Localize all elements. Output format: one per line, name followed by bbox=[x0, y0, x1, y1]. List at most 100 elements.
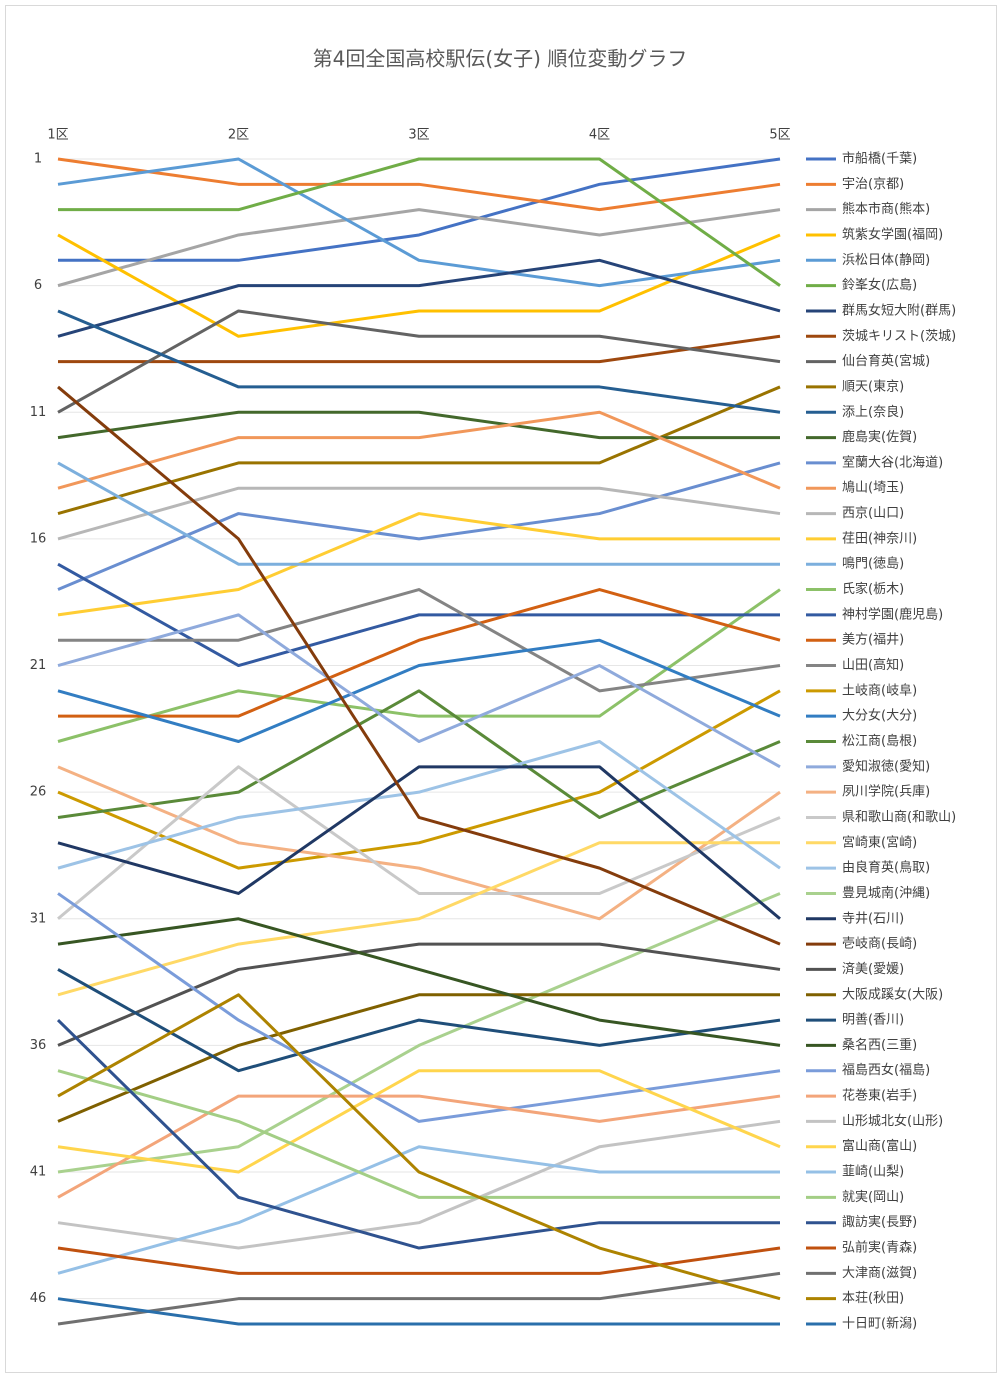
legend-label: 花巻東(岩手) bbox=[842, 1088, 917, 1104]
series-line bbox=[57, 689, 781, 819]
series-line bbox=[57, 385, 781, 946]
x-tick-label: 4区 bbox=[589, 128, 610, 143]
y-tick-label: 11 bbox=[30, 405, 47, 420]
y-tick-label: 16 bbox=[30, 531, 47, 546]
x-tick-label: 5区 bbox=[769, 128, 790, 143]
legend-label: 土岐商(岐阜) bbox=[842, 682, 917, 698]
x-tick-label: 2区 bbox=[228, 128, 249, 143]
legend-label: 夙川学院(兵庫) bbox=[842, 784, 930, 800]
series-line bbox=[57, 588, 781, 743]
x-tick-label: 3区 bbox=[408, 128, 429, 143]
y-tick-label: 46 bbox=[30, 1291, 47, 1306]
legend-label: 寺井(石川) bbox=[842, 911, 904, 926]
y-tick-label: 41 bbox=[30, 1165, 47, 1180]
legend-label: 由良育英(鳥取) bbox=[842, 860, 930, 876]
legend-label: 県和歌山商(和歌山) bbox=[842, 810, 956, 825]
legend-label: 山田(高知) bbox=[842, 657, 904, 673]
legend-label: 鈴峯女(広島) bbox=[842, 277, 917, 293]
legend-label: 鹿島実(佐賀) bbox=[842, 429, 917, 445]
series-line bbox=[57, 968, 781, 1073]
legend-label: 筑紫女学園(福岡) bbox=[842, 226, 943, 242]
legend-label: 弘前実(青森) bbox=[842, 1240, 917, 1256]
legend-label: 大分女(大分) bbox=[842, 708, 917, 724]
y-tick-label: 6 bbox=[34, 278, 42, 293]
legend-label: 仙台育英(宮城) bbox=[842, 353, 930, 369]
x-tick-label: 1区 bbox=[47, 128, 68, 143]
series-line bbox=[57, 309, 781, 414]
series-line bbox=[57, 613, 781, 769]
legend-label: 済美(愛媛) bbox=[842, 961, 904, 977]
legend-label: 順天(東京) bbox=[842, 378, 904, 394]
series-line bbox=[57, 258, 781, 338]
legend-label: 富山商(富山) bbox=[842, 1138, 917, 1154]
series-line bbox=[57, 917, 781, 1047]
legend-label: 愛知淑徳(愛知) bbox=[842, 758, 930, 774]
legend-label: 宇治(京都) bbox=[842, 177, 904, 192]
series-line bbox=[57, 512, 780, 617]
series-line bbox=[57, 993, 781, 1301]
legend-label: 福島西女(福島) bbox=[842, 1062, 930, 1078]
series-line bbox=[57, 486, 781, 541]
legend-label: 松江商(島根) bbox=[842, 734, 917, 749]
legend-label: 氏家(栃木) bbox=[842, 581, 904, 597]
series-line bbox=[57, 1069, 781, 1174]
legend-label: 熊本市商(熊本) bbox=[842, 201, 930, 217]
legend-label: 浜松日体(静岡) bbox=[842, 253, 930, 268]
legend-label: 神村学園(鹿児島) bbox=[842, 606, 943, 622]
y-tick-label: 1 bbox=[34, 152, 42, 167]
legend-label: 茨城キリスト(茨城) bbox=[842, 329, 956, 344]
series-line bbox=[58, 157, 781, 262]
series-line bbox=[57, 638, 781, 743]
legend-label: 市船橋(千葉) bbox=[842, 151, 917, 167]
series-line bbox=[58, 588, 781, 693]
chart-border bbox=[5, 5, 997, 1373]
series-line bbox=[58, 157, 781, 287]
y-tick-label: 31 bbox=[30, 911, 47, 926]
series-line bbox=[57, 208, 781, 288]
legend-label: 宮崎東(宮崎) bbox=[842, 834, 917, 850]
series-line bbox=[57, 410, 781, 490]
legend-label: 就実(岡山) bbox=[842, 1189, 904, 1205]
legend-label: 鳴門(徳島) bbox=[842, 557, 904, 572]
series-line bbox=[57, 892, 781, 1123]
series-line bbox=[56, 1019, 780, 1250]
series-line bbox=[57, 765, 781, 920]
series-line bbox=[57, 892, 781, 1174]
legend-label: 豊見城南(沖縄) bbox=[842, 885, 930, 901]
series-line bbox=[57, 942, 781, 1047]
legend-label: 壱岐商(長崎) bbox=[842, 937, 917, 952]
legend-label: 諏訪実(長野) bbox=[842, 1214, 917, 1230]
legend-label: 美方(福井) bbox=[842, 632, 904, 648]
chart-title: 第4回全国高校駅伝(女子) 順位変動グラフ bbox=[313, 47, 688, 71]
series-line bbox=[57, 993, 780, 1123]
legend-label: 韮崎(山梨) bbox=[842, 1165, 904, 1180]
legend-label: 山形城北女(山形) bbox=[842, 1113, 943, 1129]
legend-label: 西京(山口) bbox=[842, 506, 904, 521]
legend-label: 荏田(神奈川) bbox=[842, 531, 917, 546]
series-line bbox=[57, 1271, 781, 1326]
y-tick-label: 21 bbox=[30, 658, 47, 673]
legend-label: 添上(奈良) bbox=[842, 404, 904, 420]
series-line bbox=[57, 1069, 780, 1199]
series-line bbox=[57, 841, 780, 997]
legend-label: 群馬女短大附(群馬) bbox=[842, 302, 956, 318]
legend-label: 室蘭大谷(北海道) bbox=[842, 454, 943, 470]
series-line bbox=[57, 1297, 780, 1326]
series-line bbox=[57, 689, 781, 870]
legend-label: 桑名西(三重) bbox=[842, 1037, 917, 1053]
legend-label: 十日町(新潟) bbox=[842, 1316, 917, 1332]
series-line bbox=[57, 740, 781, 870]
y-tick-label: 36 bbox=[30, 1038, 47, 1053]
series-line bbox=[57, 765, 781, 920]
series-line bbox=[57, 1094, 781, 1199]
legend-label: 大阪成蹊女(大阪) bbox=[842, 986, 943, 1002]
legend-label: 明善(香川) bbox=[842, 1012, 904, 1028]
y-tick-label: 26 bbox=[30, 785, 47, 800]
series-line bbox=[57, 461, 780, 566]
legend-label: 大津商(滋賀) bbox=[842, 1266, 917, 1281]
legend-label: 本荘(秋田) bbox=[842, 1291, 904, 1306]
series-line bbox=[58, 588, 781, 718]
legend-label: 鳩山(埼玉) bbox=[842, 481, 904, 496]
series-line bbox=[57, 309, 781, 414]
